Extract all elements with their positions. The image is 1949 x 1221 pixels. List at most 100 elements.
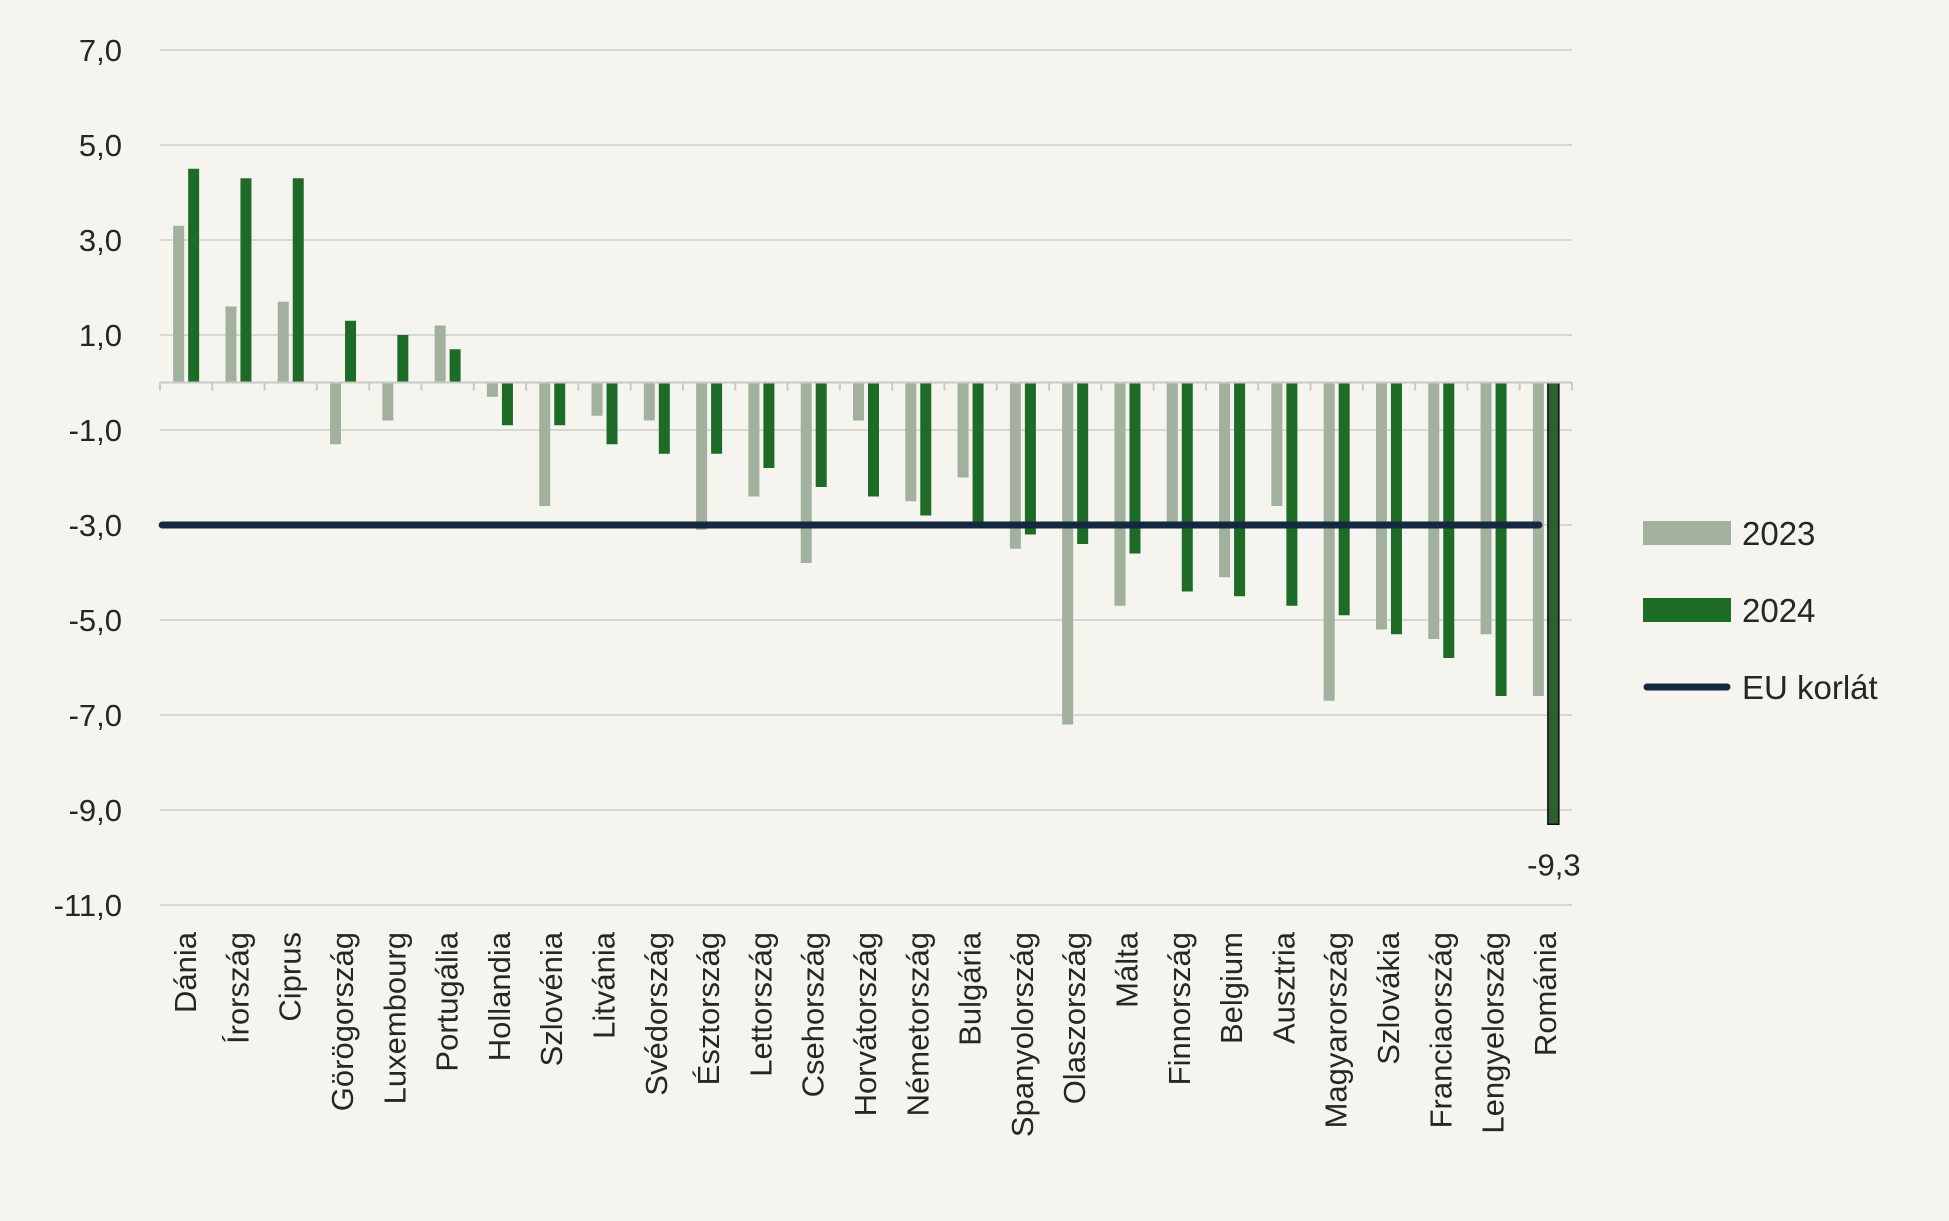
x-axis [159, 381, 1573, 391]
bar-2024-hollandia [501, 382, 513, 426]
bar-2023-szlovenia [539, 382, 551, 506]
bar-2024-luxembourg [397, 335, 409, 383]
legend-swatch-2024 [1643, 598, 1731, 622]
bar-2023-franciaorszag [1428, 382, 1440, 639]
bar-2023-malta [1114, 382, 1126, 606]
bar-2024-spanyolorszag [1024, 382, 1036, 535]
y-tick-label: -11,0 [54, 888, 122, 923]
y-tick-label: -9,0 [69, 793, 122, 828]
bar-2023-ausztria [1271, 382, 1283, 506]
category-label-szlovakia: Szlovákia [1371, 931, 1406, 1064]
bar-2024-finnorszag [1181, 382, 1193, 592]
bar-2023-romania [1532, 382, 1544, 696]
category-label-olaszorszag: Olaszország [1057, 932, 1092, 1104]
bar-2024-irorszag [240, 178, 252, 383]
category-label-portugalia: Portugália [430, 931, 465, 1071]
bar-2024-ausztria [1286, 382, 1298, 606]
bar-2024-malta [1129, 382, 1141, 554]
category-label-bulgaria: Bulgária [953, 931, 988, 1045]
bar-2024-csehorszag [815, 382, 827, 487]
bar-2024-ciprus [292, 178, 304, 383]
category-label-lengyelorszag: Lengyelország [1476, 932, 1511, 1134]
bar-2023-bulgaria [957, 382, 969, 478]
bar-2023-svedorszag [643, 382, 655, 421]
bar-2023-ciprus [277, 301, 289, 383]
bar-2023-csehorszag [800, 382, 812, 563]
bar-2024-lengyelorszag [1495, 382, 1507, 696]
bars [173, 168, 1560, 825]
category-label-luxembourg: Luxembourg [377, 932, 412, 1104]
category-label-belgium: Belgium [1214, 932, 1249, 1044]
bar-2024-szlovenia [554, 382, 566, 426]
category-label-malta: Málta [1109, 931, 1144, 1008]
legend-swatch-2023 [1643, 521, 1731, 545]
legend: 2023 2024 EU korlát [1643, 515, 1878, 706]
bar-2023-luxembourg [382, 382, 394, 421]
bar-2024-svedorszag [658, 382, 670, 454]
bar-2024-magyarorszag [1338, 382, 1350, 616]
category-label-svedorszag: Svédország [639, 932, 674, 1096]
category-label-hollandia: Hollandia [482, 931, 517, 1061]
bar-2023-dania [173, 225, 185, 383]
bar-2024-dania [188, 168, 200, 383]
bar-2024-esztorszag [711, 382, 723, 454]
bar-2023-gorogorszag [330, 382, 342, 445]
legend-label-2024: 2024 [1742, 592, 1815, 629]
y-tick-label: -5,0 [69, 603, 122, 638]
y-tick-label: 5,0 [79, 128, 122, 163]
category-label-csehorszag: Csehország [796, 932, 831, 1097]
category-label-lettorszag: Lettország [743, 932, 778, 1077]
category-label-gorogorszag: Görögország [325, 932, 360, 1111]
bar-2023-lengyelorszag [1480, 382, 1492, 635]
y-tick-label: -7,0 [69, 698, 122, 733]
y-tick-label: -3,0 [69, 508, 122, 543]
bar-2023-hollandia [486, 382, 498, 397]
gridlines [160, 49, 1572, 906]
legend-label-2023: 2023 [1742, 515, 1815, 552]
bar-2023-irorszag [225, 306, 237, 383]
bar-2024-szlovakia [1390, 382, 1402, 635]
category-label-magyarorszag: Magyarország [1319, 932, 1354, 1128]
bar-2023-magyarorszag [1323, 382, 1335, 701]
bar-2023-portugalia [434, 325, 446, 383]
data-labels: -9,3 [1527, 847, 1580, 882]
bar-2023-litvania [591, 382, 603, 416]
y-tick-label: 3,0 [79, 223, 122, 258]
category-label-dania: Dánia [168, 931, 203, 1013]
bar-2024-romania [1547, 381, 1560, 825]
bar-2024-olaszorszag [1077, 382, 1089, 544]
y-tick-label: 1,0 [79, 318, 122, 353]
bar-2024-belgium [1234, 382, 1246, 597]
y-tick-label: 7,0 [79, 33, 122, 68]
y-axis-ticks: 7,0 5,0 3,0 1,0 -1,0 -3,0 -5,0 -7,0 -9,0 -11,0 [54, 33, 122, 923]
category-label-spanyolorszag: Spanyolország [1005, 932, 1040, 1137]
category-label-ciprus: Ciprus [273, 932, 308, 1022]
category-label-esztorszag: Észtország [691, 932, 726, 1085]
bar-2023-lettorszag [748, 382, 760, 497]
data-label-romania: -9,3 [1527, 847, 1580, 882]
category-label-nemetorszag: Németország [900, 932, 935, 1116]
bar-2023-olaszorszag [1062, 382, 1074, 725]
bar-2023-spanyolorszag [1009, 382, 1021, 549]
bar-2023-nemetorszag [905, 382, 917, 502]
x-axis-categories: Dánia Írország Ciprus Görögország Luxembourg… [168, 931, 1563, 1137]
bar-2023-finnorszag [1166, 382, 1178, 525]
bar-2024-horvatorszag [868, 382, 879, 497]
bar-2024-franciaorszag [1443, 382, 1455, 658]
bar-2024-nemetorszag [920, 382, 932, 516]
category-label-irorszag: Írország [220, 932, 255, 1044]
category-label-horvatorszag: Horvátország [848, 932, 883, 1116]
bar-2024-lettorszag [763, 382, 775, 468]
y-tick-label: -1,0 [69, 413, 122, 448]
bar-2024-bulgaria [972, 382, 984, 525]
category-label-finnorszag: Finnország [1162, 932, 1197, 1085]
bar-2024-litvania [606, 382, 618, 445]
category-label-franciaorszag: Franciaország [1423, 932, 1458, 1128]
bar-2023-belgium [1219, 382, 1231, 578]
bar-2024-portugalia [449, 349, 461, 383]
bar-2023-szlovakia [1375, 382, 1387, 630]
category-label-szlovenia: Szlovénia [534, 931, 569, 1066]
bar-2023-horvatorszag [853, 382, 864, 421]
category-label-ausztria: Ausztria [1266, 931, 1301, 1044]
